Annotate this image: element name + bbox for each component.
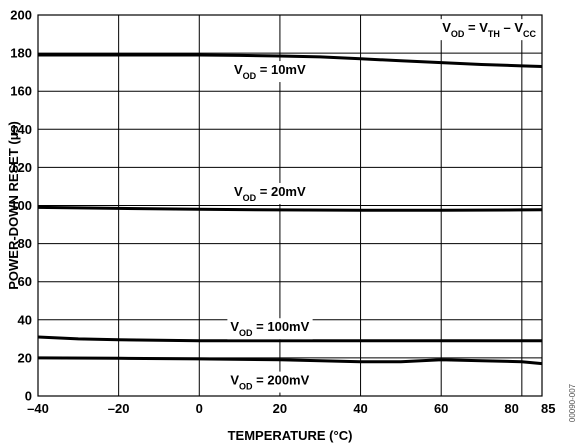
label-text: V (234, 62, 243, 77)
plot-frame (37, 14, 543, 397)
x-tick-label: 40 (353, 401, 367, 416)
series-label-background (227, 371, 313, 393)
label-subscript: OD (239, 328, 253, 338)
series-label-vod-10mv: VOD = 10mV (234, 62, 306, 81)
label-text: = 20mV (256, 184, 306, 199)
y-tick-label: 160 (10, 84, 32, 99)
formula-annotation: VOD = VTH – VCC (442, 20, 536, 39)
x-tick-label: –40 (27, 401, 49, 416)
series-label-vod-200mv: VOD = 200mV (230, 373, 309, 392)
label-subscript: CC (523, 29, 536, 39)
series-label-background (227, 318, 313, 340)
y-tick-label: 20 (18, 350, 32, 365)
y-tick-label: 40 (18, 312, 32, 327)
label-text: V (230, 319, 239, 334)
x-tick-label: 80 (504, 401, 518, 416)
series-label-background (230, 61, 310, 83)
label-text: V (442, 20, 451, 35)
series-label-group: VOD = 100mV (227, 318, 313, 340)
y-tick-label: 100 (10, 198, 32, 213)
annotation-background (439, 19, 540, 41)
series-label-group: VOD = 20mV (230, 182, 310, 204)
label-text: = 100mV (253, 319, 310, 334)
y-tick-label: 120 (10, 160, 32, 175)
annotation: VOD = VTH – VCC (439, 19, 540, 41)
y-tick-label: 180 (10, 46, 32, 61)
y-tick-labels: 0 20 40 60 80 100 120 140 160 180 200 (10, 8, 32, 404)
label-subscript: OD (451, 29, 465, 39)
x-tick-label: –20 (108, 401, 130, 416)
y-tick-label: 0 (25, 389, 32, 404)
series-line-vod-10mv (38, 53, 543, 68)
label-text: = V (464, 20, 488, 35)
x-tick-label: 85 (541, 401, 555, 416)
figure-id: 00090-007 (568, 383, 577, 422)
series-line-vod-200mv (37, 356, 543, 366)
label-text: – V (500, 20, 523, 35)
series-lines (37, 53, 543, 366)
y-tick-label: 200 (10, 8, 32, 23)
series-line-vod-20mv (37, 205, 543, 212)
series-label-group: VOD = 10mV (230, 61, 310, 83)
formula-annotation-group: VOD = VTH – VCC (439, 19, 540, 41)
series-line-vod-100mv (37, 335, 542, 343)
x-tick-label: 20 (273, 401, 287, 416)
label-text: = 200mV (253, 373, 310, 388)
x-tick-label: 60 (434, 401, 448, 416)
y-tick-label: 80 (18, 236, 32, 251)
label-subscript: TH (488, 29, 500, 39)
y-tick-label: 60 (18, 274, 32, 289)
x-tick-labels: –40 –20 0 20 40 60 80 85 (27, 401, 555, 416)
series-label-background (230, 182, 310, 204)
series-label-group: VOD = 200mV (227, 371, 313, 393)
series-label-vod-20mv: VOD = 20mV (234, 184, 306, 203)
label-text: V (230, 373, 239, 388)
label-text: = 10mV (256, 62, 306, 77)
y-axis-title: POWER-DOWN RESET (µs) (6, 121, 21, 290)
label-subscript: OD (243, 71, 257, 81)
label-subscript: OD (243, 193, 257, 203)
y-tick-label: 140 (10, 122, 32, 137)
label-text: V (234, 184, 243, 199)
series-label-vod-100mv: VOD = 100mV (230, 319, 309, 338)
label-subscript: OD (239, 382, 253, 392)
x-tick-label: 0 (196, 401, 203, 416)
x-axis-title: TEMPERATURE (°C) (228, 428, 353, 443)
